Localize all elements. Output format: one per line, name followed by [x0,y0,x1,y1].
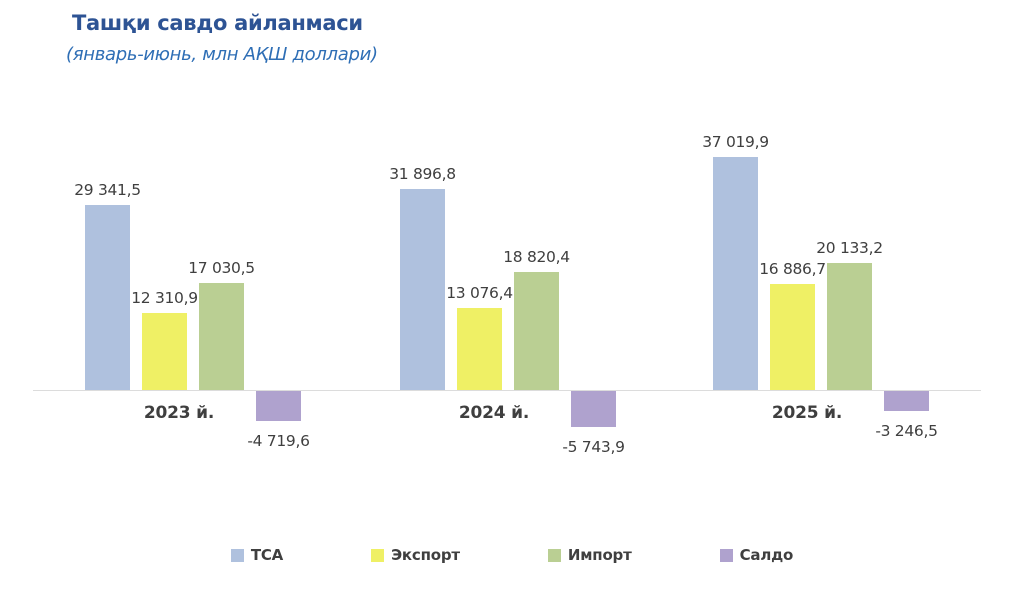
bar-saldo-2023 [256,391,301,421]
category-label-2023: 2023 й. [143,403,215,423]
legend-swatch-saldo [719,548,733,562]
legend-swatch-eksport [371,548,385,562]
legend-label-tca: ТСА [250,546,284,564]
category-label-2025: 2025 й. [771,403,843,423]
bar-tca-2024 [400,189,445,390]
bar-import-2024 [514,272,559,390]
chart-legend: ТСА Экспорт Импорт Салдо [0,546,1024,564]
legend-item-tca: ТСА [230,546,284,564]
bar-eksport-2023 [142,313,187,390]
value-label-eksport-2023: 12 310,9 [131,289,198,307]
legend-item-saldo: Салдо [719,546,794,564]
value-label-eksport-2024: 13 076,4 [446,284,513,302]
value-label-tca-2025: 37 019,9 [702,133,769,151]
chart-title: Ташқи савдо айланмаси [72,11,363,35]
value-label-import-2025: 20 133,2 [816,239,883,257]
bar-eksport-2024 [457,308,502,390]
bar-tca-2025 [713,157,758,390]
bar-eksport-2025 [770,284,815,390]
bar-saldo-2024 [571,391,616,427]
value-label-saldo-2023: -4 719,6 [247,432,310,450]
chart-subtitle: (январь-июнь, млн АҚШ доллари) [66,44,378,65]
legend-item-eksport: Экспорт [371,546,460,564]
bar-import-2023 [199,283,244,390]
bar-saldo-2025 [884,391,929,411]
legend-label-eksport: Экспорт [391,546,460,564]
legend-swatch-import [547,548,561,562]
value-label-tca-2023: 29 341,5 [74,181,141,199]
x-axis-line [33,390,981,391]
bar-import-2025 [827,263,872,390]
bar-chart: 29 341,5 12 310,9 17 030,5 -4 719,6 2023 й. 3… [33,133,981,456]
value-label-tca-2024: 31 896,8 [389,165,456,183]
legend-item-import: Импорт [547,546,632,564]
category-label-2024: 2024 й. [458,403,530,423]
legend-label-saldo: Салдо [739,546,794,564]
value-label-saldo-2025: -3 246,5 [875,422,938,440]
legend-label-import: Импорт [567,546,632,564]
value-label-import-2024: 18 820,4 [503,248,570,266]
legend-swatch-tca [230,548,244,562]
bar-tca-2023 [85,205,130,390]
value-label-eksport-2025: 16 886,7 [759,260,826,278]
value-label-import-2023: 17 030,5 [188,259,255,277]
value-label-saldo-2024: -5 743,9 [562,438,625,456]
